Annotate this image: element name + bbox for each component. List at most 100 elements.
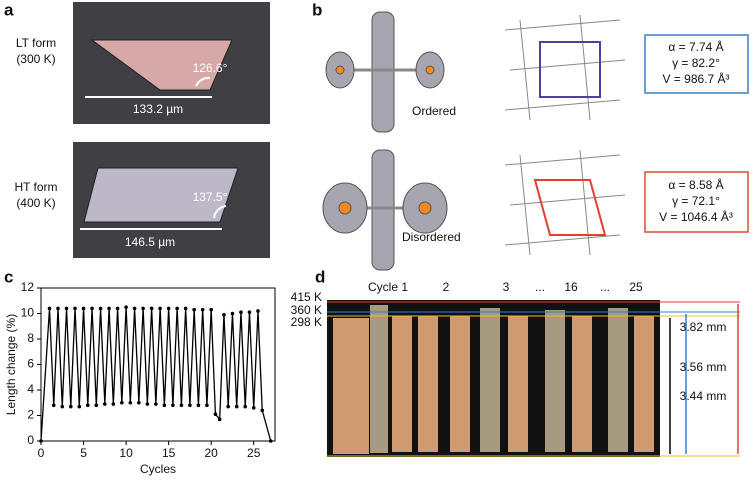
y-tick-label: 12 <box>21 280 35 294</box>
data-point <box>137 400 141 405</box>
form-label: HT form <box>14 180 57 194</box>
data-point <box>243 404 248 409</box>
temp-label: 360 K <box>291 303 322 317</box>
x-tick-label: 20 <box>205 446 219 460</box>
temp-label: 298 K <box>291 315 322 329</box>
cell-box <box>644 171 749 233</box>
panel-label: c <box>4 267 13 286</box>
data-point <box>183 306 188 311</box>
cycle-label: 25 <box>629 280 643 294</box>
temp-label: (300 K) <box>16 52 55 66</box>
data-point <box>200 307 205 312</box>
data-point <box>209 307 213 312</box>
data-point <box>141 306 145 311</box>
crystal-strips <box>333 305 654 454</box>
data-point <box>251 406 256 410</box>
data-point <box>234 404 239 409</box>
data-point <box>256 309 260 313</box>
data-point <box>171 403 175 408</box>
molecule <box>322 149 448 271</box>
data-point <box>68 404 73 409</box>
length-label: 3.82 mm <box>680 320 727 334</box>
data-point <box>188 403 192 408</box>
data-point <box>81 306 86 311</box>
data-point <box>60 404 65 409</box>
cycle-label: 3 <box>503 280 510 294</box>
data-point <box>90 306 94 311</box>
data-point <box>260 408 265 413</box>
data-point <box>120 400 124 405</box>
cycle-label: 2 <box>443 280 450 294</box>
data-point <box>128 400 133 405</box>
data-point <box>103 402 107 406</box>
length-label: 133.2 µm <box>133 102 183 116</box>
data-point <box>149 306 154 311</box>
data-point <box>115 306 120 311</box>
data-point <box>226 404 230 409</box>
angle-arc <box>213 205 227 219</box>
angle-arc <box>195 76 211 87</box>
x-tick-label: 25 <box>247 446 261 460</box>
data-point <box>205 403 209 408</box>
data-point <box>145 402 150 406</box>
data-point <box>64 306 69 311</box>
data-line <box>40 307 272 442</box>
data-point <box>56 306 60 311</box>
cycle-label: Cycle 1 <box>368 280 408 294</box>
y-axis-label: Length change (%) <box>4 314 18 415</box>
cell-param: V = 986.7 Å³ <box>662 71 729 86</box>
data-point <box>230 311 235 316</box>
length-label: 3.44 mm <box>680 389 727 403</box>
data-point <box>107 306 111 311</box>
cell-box <box>644 34 749 94</box>
data-point <box>47 306 52 311</box>
data-point <box>166 306 171 311</box>
y-tick-label: 4 <box>27 382 34 396</box>
line-chart: 0 2 4 6 8 10 12 0 5 10 15 20 25 Cycles Length change (… <box>4 280 276 476</box>
data-point <box>154 402 158 406</box>
angle-label: 126.6° <box>193 61 228 75</box>
cell-param: α = 8.58 Å <box>668 177 723 192</box>
panel-label: b <box>312 0 322 19</box>
data-point <box>39 439 43 443</box>
temp-label: 415 K <box>291 290 322 304</box>
packing <box>504 14 626 256</box>
crystal <box>83 167 239 223</box>
cycle-label: ... <box>535 280 545 294</box>
cycle-label: 16 <box>564 280 578 294</box>
y-tick-label: 2 <box>27 408 34 422</box>
data-point <box>111 402 116 406</box>
data-point <box>217 417 222 422</box>
data-point <box>175 306 179 311</box>
x-tick-label: 10 <box>119 446 133 460</box>
x-axis-label: Cycles <box>140 462 176 476</box>
data-point <box>132 306 137 311</box>
cell-param: V = 1046.4 Å³ <box>659 209 733 224</box>
x-tick-label: 5 <box>80 446 87 460</box>
data-point <box>239 310 243 315</box>
data-point <box>213 412 218 417</box>
cell-param: γ = 72.1° <box>672 194 720 208</box>
cell-param: γ = 82.2° <box>672 56 720 70</box>
cell-param: α = 7.74 Å <box>668 39 723 54</box>
cycle-label: ... <box>600 280 610 294</box>
data-point <box>179 403 184 408</box>
length-label: 3.56 mm <box>680 360 727 374</box>
temp-label: (400 K) <box>16 196 55 210</box>
y-tick-label: 6 <box>27 357 34 371</box>
y-tick-label: 10 <box>21 306 35 320</box>
y-tick-label: 0 <box>27 433 34 447</box>
data-point <box>162 403 167 408</box>
crystal <box>90 39 233 91</box>
molecule-label: Disordered <box>402 230 461 244</box>
data-point <box>247 310 252 315</box>
data-point <box>222 312 226 317</box>
data-point <box>77 404 82 409</box>
panel-label: d <box>315 267 325 286</box>
x-tick-label: 0 <box>38 446 45 460</box>
form-label: LT form <box>16 36 56 50</box>
data-point <box>98 306 103 311</box>
x-tick-label: 15 <box>162 446 176 460</box>
data-point <box>158 306 162 311</box>
